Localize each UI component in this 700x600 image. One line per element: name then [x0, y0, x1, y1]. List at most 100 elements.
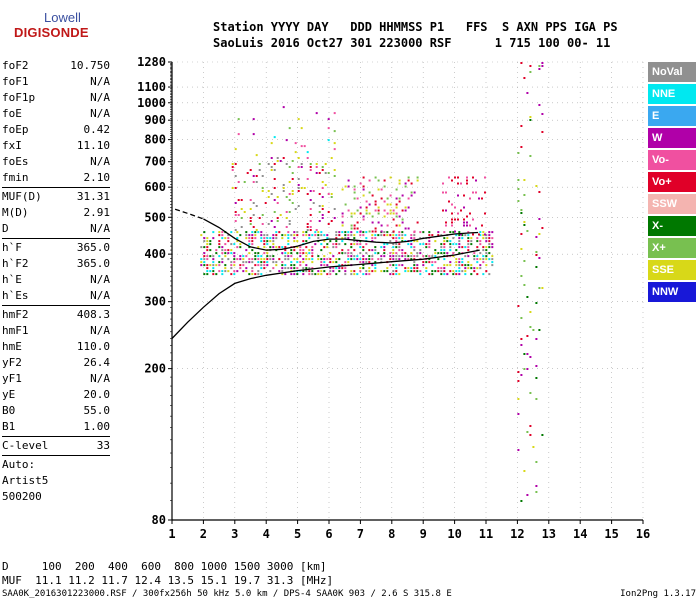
echo-pixel — [440, 243, 443, 246]
echo-pixel — [404, 209, 407, 212]
echo-pixel — [288, 220, 291, 222]
echo-pixel — [249, 169, 252, 171]
echo-pixel — [215, 264, 218, 267]
echo-pixel — [386, 212, 389, 215]
echo-pixel — [365, 209, 368, 212]
echo-pixel — [327, 127, 330, 130]
echo-pixel — [231, 166, 234, 168]
echo-pixel — [251, 249, 254, 252]
echo-pixel — [529, 311, 532, 313]
echo-pixel — [398, 258, 401, 261]
echo-pixel — [526, 92, 529, 94]
echo-pixel — [422, 243, 425, 246]
echo-pixel — [398, 215, 401, 218]
echo-pixel — [254, 237, 257, 240]
echo-pixel — [535, 236, 538, 238]
echo-pixel — [293, 273, 296, 276]
param-row: B1 1.00 — [2, 419, 110, 435]
echo-pixel — [404, 258, 407, 261]
echo-pixel — [239, 264, 242, 267]
echo-pixel — [452, 252, 455, 255]
echo-pixel — [350, 227, 353, 230]
echo-pixel — [359, 258, 362, 261]
echo-pixel — [356, 197, 359, 200]
echo-pixel — [287, 231, 290, 234]
echo-pixel — [410, 194, 413, 197]
echo-pixel — [374, 261, 377, 264]
echo-pixel — [297, 166, 300, 168]
echo-pixel — [485, 252, 488, 255]
echo-pixel — [482, 249, 485, 252]
echo-pixel — [302, 252, 305, 255]
echo-pixel — [541, 227, 544, 229]
echo-pixel — [320, 273, 323, 276]
grid — [171, 61, 644, 521]
echo-pixel — [254, 273, 257, 276]
echo-pixel — [517, 371, 520, 373]
echo-pixel — [362, 267, 365, 270]
echo-pixel — [491, 261, 494, 264]
param-label: h`F — [2, 241, 22, 254]
echo-pixel — [454, 206, 456, 209]
echo-pixel — [404, 206, 407, 209]
echo-pixel — [485, 249, 488, 252]
echo-pixel — [470, 273, 473, 276]
echo-pixel — [272, 267, 275, 270]
echo-pixel — [288, 199, 291, 201]
echo-pixel — [335, 237, 338, 240]
echo-pixel — [248, 237, 251, 240]
echo-pixel — [293, 240, 296, 243]
echo-pixel — [458, 246, 461, 249]
echo-pixel — [230, 243, 233, 246]
echo-pixel — [221, 234, 224, 237]
echo-pixel — [526, 230, 529, 232]
echo-pixel — [395, 197, 398, 200]
echo-pixel — [203, 264, 206, 267]
echo-pixel — [297, 157, 300, 159]
echo-pixel — [488, 234, 491, 237]
x-tick-label: 9 — [420, 527, 427, 541]
echo-pixel — [224, 237, 227, 240]
echo-pixel — [237, 181, 240, 183]
echo-pixel — [260, 267, 263, 270]
echo-pixel — [344, 231, 347, 234]
param-label: foEp — [2, 123, 29, 136]
echo-pixel — [236, 270, 239, 273]
echo-pixel — [297, 190, 300, 192]
echo-pixel — [332, 255, 335, 258]
param-value: 2.91 — [83, 206, 111, 219]
echo-pixel — [383, 243, 386, 246]
echo-pixel — [422, 261, 425, 264]
echo-pixel — [520, 125, 523, 127]
echo-pixel — [362, 234, 365, 237]
echo-pixel — [284, 234, 287, 237]
param-label: M(D) — [2, 206, 29, 219]
echo-pixel — [416, 221, 419, 224]
echo-pixel — [434, 255, 437, 258]
echo-pixel — [407, 197, 410, 200]
echo-pixel — [523, 224, 526, 226]
echo-pixel — [368, 270, 371, 273]
echo-pixel — [386, 270, 389, 273]
echo-pixel — [254, 264, 257, 267]
echo-pixel — [273, 187, 276, 189]
echo-pixel — [383, 252, 386, 255]
echo-pixel — [263, 234, 266, 237]
echo-pixel — [218, 270, 221, 273]
echo-pixel — [239, 246, 242, 249]
echo-pixel — [371, 215, 374, 218]
echo-pixel — [443, 240, 446, 243]
echo-pixel — [398, 200, 401, 203]
echo-pixel — [398, 255, 401, 258]
echo-pixel — [264, 202, 267, 204]
echo-pixel — [212, 258, 215, 261]
echo-pixel — [344, 267, 347, 270]
echo-pixel — [285, 217, 288, 219]
echo-pixel — [488, 273, 491, 276]
echo-pixel — [413, 234, 416, 237]
echo-pixel — [520, 374, 523, 376]
echo-pixel — [452, 243, 455, 246]
echo-pixel — [296, 234, 299, 237]
echo-pixel — [455, 243, 458, 246]
